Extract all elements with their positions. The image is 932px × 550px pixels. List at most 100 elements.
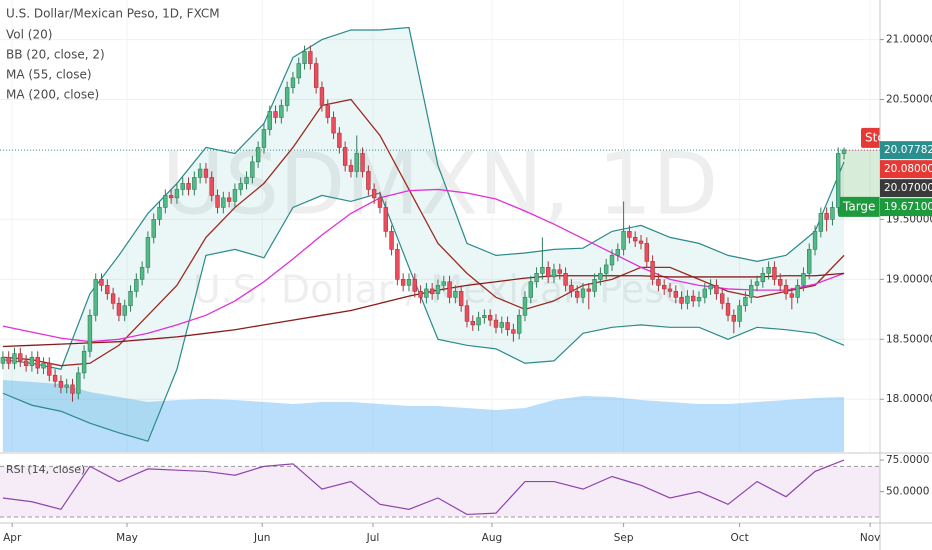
candle-body	[337, 132, 342, 148]
candle-body	[760, 273, 766, 283]
candle-body	[151, 219, 156, 238]
candle-body	[41, 362, 46, 369]
candle-body	[23, 360, 29, 366]
candle-body	[685, 295, 690, 304]
candle-body	[180, 183, 185, 190]
price-label: 20.07782	[884, 144, 932, 156]
y-tick-label: 19.50000	[886, 213, 932, 225]
x-tick-label: Sep	[614, 532, 634, 544]
candle-body	[627, 231, 632, 238]
candle-body	[52, 374, 58, 382]
candle-body	[754, 281, 760, 286]
candle-body	[609, 255, 615, 266]
candle-body	[76, 372, 81, 394]
watermark-layer: USDMXN, 1DU.S. Dollar / Mexican Peso	[162, 134, 719, 311]
candle-body	[203, 168, 209, 178]
candle-body	[186, 183, 191, 190]
candle-body	[725, 303, 731, 316]
candle-body	[308, 51, 313, 64]
candle-body	[238, 183, 243, 190]
indicator-label: BB (20, close, 2)	[6, 48, 105, 62]
candle-body	[122, 305, 127, 316]
candle-body	[244, 177, 249, 184]
target-label: Targe	[842, 199, 875, 213]
candle-body	[505, 322, 510, 331]
candle-body	[511, 329, 516, 334]
x-tick-label: May	[116, 532, 138, 544]
candle-body	[371, 189, 377, 199]
candle-body	[493, 319, 499, 328]
ma-line	[2, 272, 845, 348]
candle-body	[598, 273, 603, 280]
candle-body	[563, 273, 568, 286]
stop-zone	[841, 149, 880, 152]
price-label: 20.07000	[884, 182, 932, 194]
candle-body	[18, 353, 23, 362]
candle-body	[447, 281, 452, 298]
y-tick-label: 18.00000	[886, 393, 932, 405]
candle-body	[783, 285, 789, 295]
candle-body	[540, 267, 545, 274]
candle-body	[110, 293, 116, 304]
candle-body	[174, 189, 180, 199]
candle-body	[603, 264, 609, 274]
y-tick-label: 20.50000	[886, 94, 932, 106]
candle-body	[377, 197, 383, 208]
candle-body	[807, 249, 812, 274]
candle-body	[458, 291, 464, 307]
candle-body	[406, 279, 412, 286]
candle-body	[221, 197, 226, 208]
candle-body	[116, 303, 122, 316]
candle-body	[801, 273, 806, 286]
candle-body	[812, 231, 818, 250]
candle-body	[830, 207, 835, 220]
candle-body	[574, 291, 580, 298]
candle-body	[64, 384, 69, 388]
candle-body	[621, 231, 626, 250]
candle-body	[331, 117, 336, 134]
candle-body	[12, 353, 17, 364]
candle-body	[354, 153, 359, 172]
rsi-band	[0, 466, 880, 517]
x-tick-label: Aug	[482, 532, 503, 544]
candle-body	[58, 380, 64, 388]
y-tick-label: 18.50000	[886, 333, 932, 345]
candle-body	[145, 237, 151, 268]
candle-body	[105, 285, 110, 295]
axes: 21.00000 20.50000 19.50000 19.00000 18.50000…	[3, 34, 932, 544]
candle-body	[81, 350, 87, 374]
candle-body	[482, 315, 487, 319]
candle-body	[70, 384, 75, 394]
target-box	[838, 196, 880, 217]
rsi-tick-label: 75.0000	[886, 454, 929, 466]
main-pane: Sto Targe	[0, 0, 885, 452]
price-label: 20.08000	[884, 163, 932, 175]
candle-body	[749, 285, 754, 298]
candle-body	[569, 285, 574, 292]
stop-box	[861, 127, 880, 148]
candle-body	[250, 161, 255, 178]
stop-label: Sto	[865, 130, 885, 144]
candle-body	[662, 285, 667, 290]
candle-body	[267, 111, 272, 130]
candle-body	[163, 195, 168, 208]
ma-line	[2, 98, 845, 367]
volume-area	[2, 380, 845, 452]
candle-body	[6, 356, 11, 364]
price-label-box	[880, 198, 932, 217]
candle-body	[702, 288, 708, 298]
legend: RSI (14, close) U.S. Dollar/Mexican Peso,…	[6, 7, 220, 477]
candle-body	[441, 281, 446, 286]
candle-body	[168, 195, 174, 199]
chart-title: U.S. Dollar/Mexican Peso, 1D, FXCM	[6, 7, 220, 21]
candle-body	[215, 195, 220, 208]
rsi-label: RSI (14, close)	[6, 463, 85, 476]
candle-body	[476, 317, 481, 326]
candle-body	[487, 315, 493, 321]
candle-body	[360, 153, 365, 172]
candle-body	[818, 213, 824, 232]
price-label: 19.67100	[884, 201, 932, 213]
candle-body	[139, 267, 145, 280]
candle-body	[679, 297, 684, 304]
